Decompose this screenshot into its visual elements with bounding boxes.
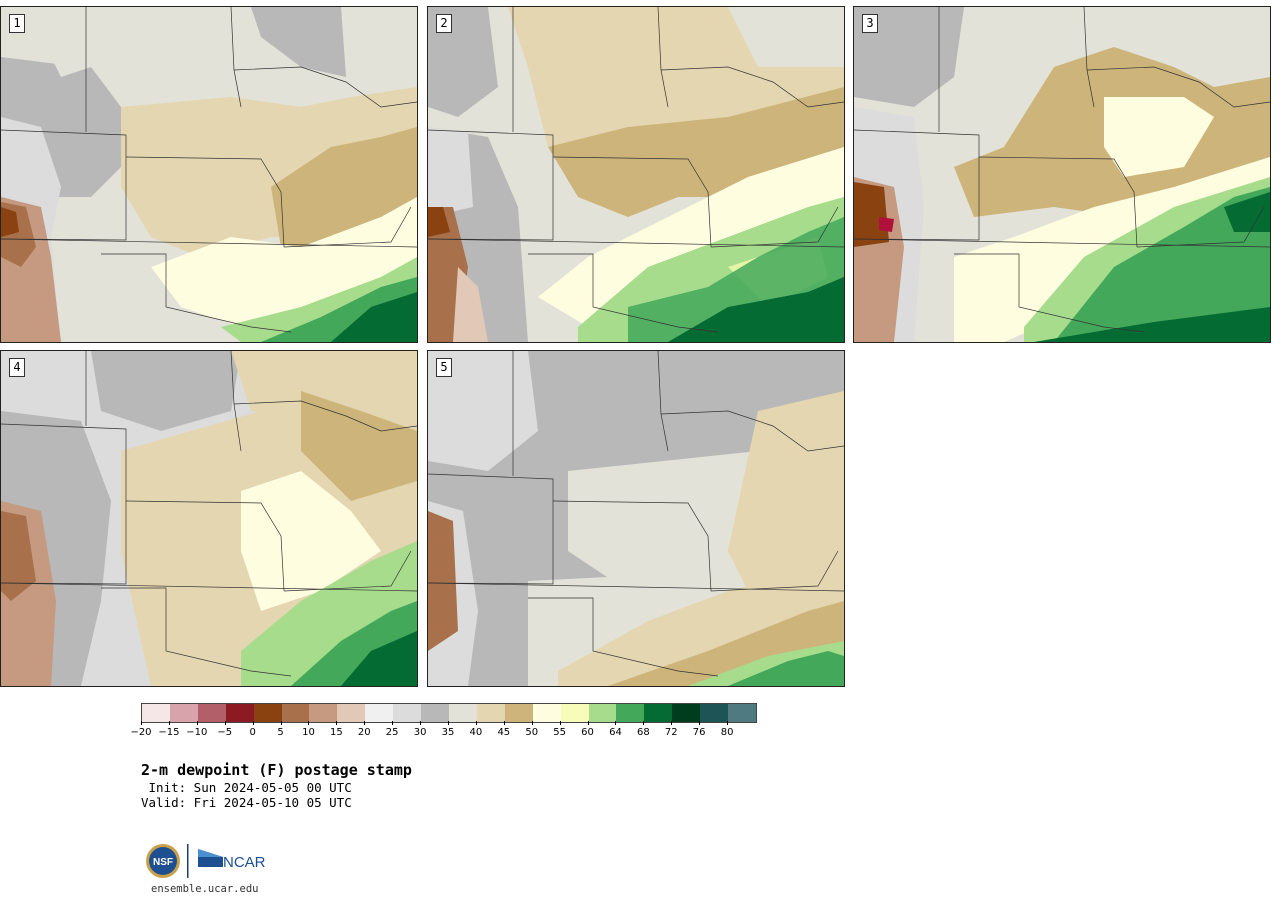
colorbar-segment bbox=[616, 704, 645, 722]
dewpoint-map bbox=[428, 7, 844, 342]
colorbar-segment bbox=[309, 704, 338, 722]
colorbar-segment bbox=[700, 704, 729, 722]
map-panel-4: 4 bbox=[0, 350, 418, 687]
colorbar-segment bbox=[169, 704, 198, 722]
colorbar-tick-label: 0 bbox=[233, 721, 273, 738]
colorbar-segment bbox=[197, 704, 226, 722]
colorbar-segment bbox=[532, 704, 561, 722]
colorbar-tick-label: 68 bbox=[623, 721, 663, 738]
svg-text:NSF: NSF bbox=[153, 857, 173, 868]
colorbar-segment bbox=[504, 704, 533, 722]
panel-number: 1 bbox=[9, 14, 25, 33]
svg-text:NCAR: NCAR bbox=[223, 854, 266, 871]
ncar-logo: NCAR bbox=[198, 849, 266, 871]
colorbar-segment bbox=[225, 704, 254, 722]
panel-number: 4 bbox=[9, 358, 25, 377]
colorbar-tick-label: 76 bbox=[679, 721, 719, 738]
colorbar-segment bbox=[365, 704, 394, 722]
colorbar-tick-label: −5 bbox=[205, 721, 245, 738]
dewpoint-map bbox=[428, 351, 844, 686]
nsf-logo: NSF bbox=[146, 844, 180, 878]
colorbar bbox=[141, 703, 757, 723]
colorbar-tick-label: 60 bbox=[568, 721, 608, 738]
colorbar-tick-label: 15 bbox=[316, 721, 356, 738]
colorbar-segment bbox=[421, 704, 449, 722]
colorbar-segment bbox=[142, 704, 170, 722]
colorbar-tick-label: −20 bbox=[121, 721, 161, 738]
colorbar-tick-label: 72 bbox=[651, 721, 691, 738]
website-url: ensemble.ucar.edu bbox=[151, 883, 259, 895]
dewpoint-map bbox=[1, 351, 417, 686]
colorbar-tick-label: 30 bbox=[400, 721, 440, 738]
panel-number: 3 bbox=[862, 14, 878, 33]
nsf-ncar-logos: NSF NCAR bbox=[146, 844, 266, 878]
colorbar-tick-label: −15 bbox=[149, 721, 189, 738]
colorbar-segment bbox=[672, 704, 701, 722]
colorbar-tick-label: 35 bbox=[428, 721, 468, 738]
colorbar-segment bbox=[393, 704, 422, 722]
colorbar-tick-label: 40 bbox=[456, 721, 496, 738]
colorbar-segment bbox=[337, 704, 366, 722]
map-panel-5: 5 bbox=[427, 350, 845, 687]
chart-title: 2-m dewpoint (F) postage stamp bbox=[141, 761, 412, 779]
panel-number: 5 bbox=[436, 358, 452, 377]
colorbar-tick-label: 55 bbox=[540, 721, 580, 738]
colorbar-tick-label: 64 bbox=[595, 721, 635, 738]
colorbar-tick-label: 10 bbox=[288, 721, 328, 738]
colorbar-tick-label: 50 bbox=[512, 721, 552, 738]
dewpoint-map bbox=[854, 7, 1270, 342]
colorbar-tick-label: 25 bbox=[372, 721, 412, 738]
colorbar-ticks: −20 −15 −10 −5 0 5 10 15 20 25 30 35 40 45 50 55 60 64 68 7… bbox=[130, 721, 755, 744]
colorbar-segment bbox=[281, 704, 310, 722]
map-panel-2: 2 bbox=[427, 6, 845, 343]
colorbar-segment bbox=[253, 704, 282, 722]
panel-number: 2 bbox=[436, 14, 452, 33]
colorbar-tick-label: −10 bbox=[177, 721, 217, 738]
colorbar-tick-label: 5 bbox=[261, 721, 301, 738]
valid-time: Valid: Fri 2024-05-10 05 UTC bbox=[141, 795, 352, 810]
dewpoint-map bbox=[1, 7, 417, 342]
map-panel-3: 3 bbox=[853, 6, 1271, 343]
colorbar-tick-label: 20 bbox=[344, 721, 384, 738]
map-panel-1: 1 bbox=[0, 6, 418, 343]
colorbar-segment bbox=[728, 704, 756, 722]
colorbar-segment bbox=[476, 704, 505, 722]
colorbar-segment bbox=[644, 704, 673, 722]
colorbar-segment bbox=[448, 704, 477, 722]
colorbar-tick-label: 45 bbox=[484, 721, 524, 738]
colorbar-segment bbox=[560, 704, 589, 722]
init-time: Init: Sun 2024-05-05 00 UTC bbox=[141, 780, 352, 795]
colorbar-segment bbox=[588, 704, 617, 722]
colorbar-tick-label: 80 bbox=[707, 721, 747, 738]
